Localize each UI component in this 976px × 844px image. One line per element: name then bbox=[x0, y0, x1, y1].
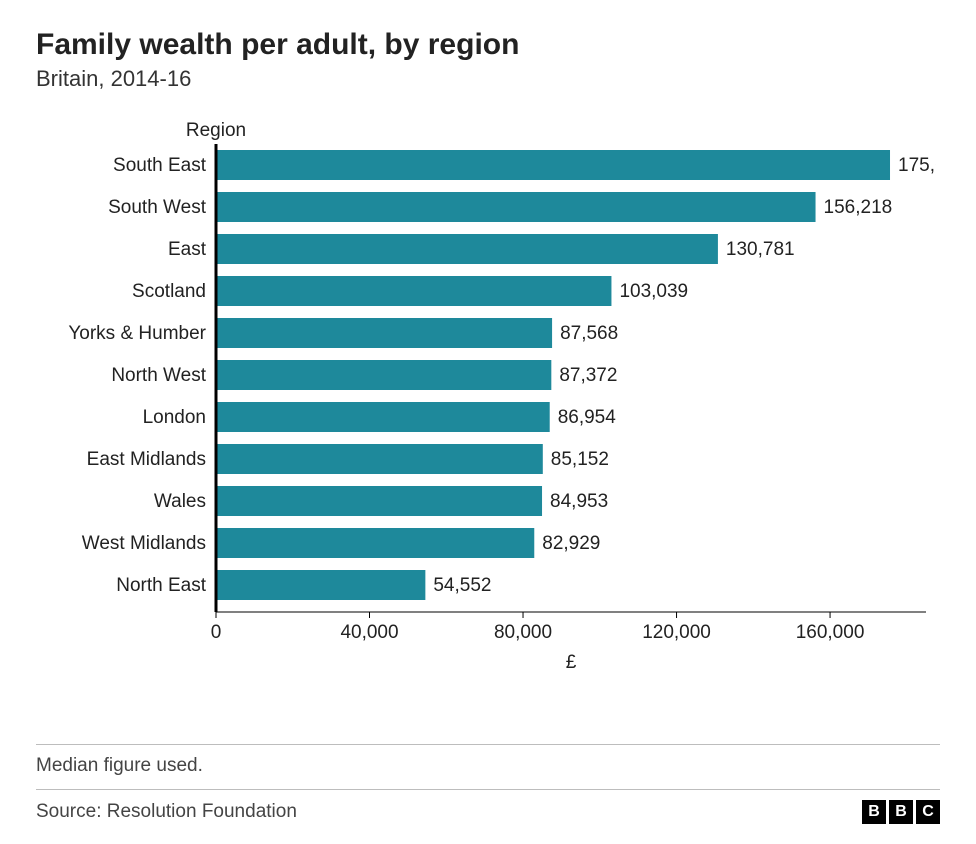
value-label: 54,552 bbox=[433, 575, 491, 596]
bar bbox=[216, 318, 552, 348]
logo-letter: B bbox=[889, 800, 913, 824]
value-label: 175,624 bbox=[898, 155, 936, 176]
category-label: South West bbox=[108, 197, 207, 218]
x-tick-label: 80,000 bbox=[494, 622, 552, 643]
source-text: Source: Resolution Foundation bbox=[36, 801, 297, 823]
bar-chart-svg: Region South East 175,624 South West 156,218… bbox=[36, 110, 936, 710]
category-label: London bbox=[143, 407, 206, 428]
value-label: 103,039 bbox=[619, 281, 688, 302]
value-label: 82,929 bbox=[542, 533, 600, 554]
category-label: North West bbox=[111, 365, 206, 386]
bar bbox=[216, 402, 550, 432]
bar bbox=[216, 234, 718, 264]
value-label: 87,568 bbox=[560, 323, 618, 344]
value-label: 156,218 bbox=[824, 197, 893, 218]
x-tick-label: 40,000 bbox=[340, 622, 398, 643]
bar bbox=[216, 276, 611, 306]
x-axis-label: £ bbox=[566, 652, 577, 673]
category-label: North East bbox=[116, 575, 206, 596]
category-label: East Midlands bbox=[87, 449, 206, 470]
value-label: 130,781 bbox=[726, 239, 795, 260]
value-label: 86,954 bbox=[558, 407, 617, 428]
value-label: 87,372 bbox=[559, 365, 617, 386]
value-label: 84,953 bbox=[550, 491, 608, 512]
category-label: West Midlands bbox=[82, 533, 206, 554]
bar bbox=[216, 486, 542, 516]
category-label: Scotland bbox=[132, 281, 206, 302]
category-label: East bbox=[168, 239, 207, 260]
chart-area: Region South East 175,624 South West 156,218… bbox=[36, 110, 940, 726]
chart-subtitle: Britain, 2014-16 bbox=[36, 66, 940, 92]
bar bbox=[216, 360, 551, 390]
chart-title: Family wealth per adult, by region bbox=[36, 28, 940, 62]
note-text: Median figure used. bbox=[36, 745, 940, 783]
logo-letter: B bbox=[862, 800, 886, 824]
bar bbox=[216, 444, 543, 474]
bar bbox=[216, 192, 816, 222]
bbc-logo: B B C bbox=[862, 800, 940, 824]
bar bbox=[216, 528, 534, 558]
x-tick-label: 0 bbox=[211, 622, 222, 643]
y-axis-header: Region bbox=[186, 120, 246, 141]
category-label: South East bbox=[113, 155, 207, 176]
x-tick-label: 120,000 bbox=[642, 622, 711, 643]
category-label: Yorks & Humber bbox=[68, 323, 206, 344]
logo-letter: C bbox=[916, 800, 940, 824]
bar bbox=[216, 570, 425, 600]
category-label: Wales bbox=[154, 491, 206, 512]
bar bbox=[216, 150, 890, 180]
x-tick-label: 160,000 bbox=[796, 622, 865, 643]
value-label: 85,152 bbox=[551, 449, 609, 470]
